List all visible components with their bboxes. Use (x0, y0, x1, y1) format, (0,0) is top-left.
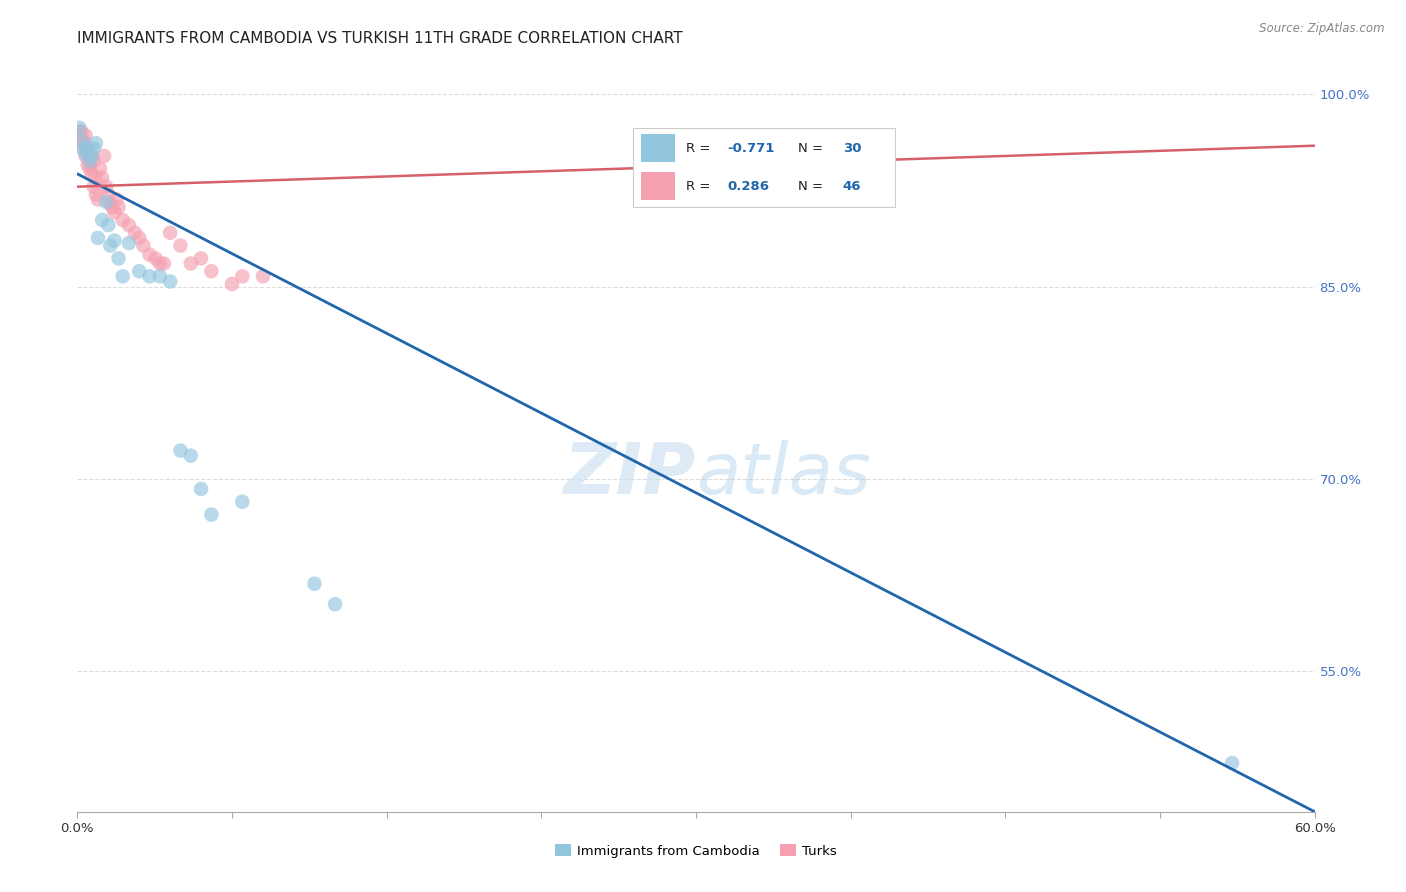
Point (128, 231, 150, 245)
Point (84, 136, 107, 150)
Point (79, 154, 101, 169)
Point (84, 170, 107, 185)
Point (70, 134, 93, 148)
Point (97, 187, 120, 202)
Point (231, 495, 253, 509)
Point (79, 154, 101, 169)
Text: 30: 30 (842, 142, 860, 154)
Point (96, 195, 118, 210)
Point (111, 269, 134, 284)
Point (252, 269, 274, 284)
Point (190, 482, 212, 496)
Point (87, 231, 110, 245)
Point (89, 161, 111, 176)
Point (67, 125, 90, 139)
Point (75, 149, 97, 163)
Point (67, 120, 90, 135)
Point (149, 256, 172, 270)
Point (80, 149, 103, 163)
Point (79, 161, 101, 176)
Point (111, 213, 134, 227)
Point (138, 269, 160, 284)
Point (128, 264, 150, 278)
Point (76, 158, 98, 172)
Point (149, 269, 172, 284)
Point (91, 213, 114, 227)
Point (221, 277, 243, 291)
Point (138, 247, 160, 261)
Point (75, 146, 97, 161)
Point (91, 170, 114, 185)
Point (83, 179, 105, 194)
Point (97, 218, 120, 232)
Point (70, 125, 93, 139)
Point (84, 187, 107, 202)
Legend: Immigrants from Cambodia, Turks: Immigrants from Cambodia, Turks (555, 844, 837, 857)
Text: Source: ZipAtlas.com: Source: ZipAtlas.com (1260, 22, 1385, 36)
Text: R =: R = (686, 179, 714, 193)
Point (180, 449, 202, 463)
Point (83, 154, 105, 169)
Text: 0.286: 0.286 (727, 179, 769, 193)
Text: N =: N = (799, 142, 827, 154)
Point (67, 128, 90, 143)
Point (304, 576, 326, 591)
Point (231, 269, 253, 284)
Point (118, 235, 141, 250)
Point (80, 167, 103, 181)
Point (70, 134, 93, 148)
Point (93, 149, 115, 163)
Text: N =: N = (799, 179, 827, 193)
Point (72, 141, 94, 155)
Point (323, 597, 346, 611)
Point (145, 252, 167, 266)
Text: IMMIGRANTS FROM CAMBODIA VS TURKISH 11TH GRADE CORRELATION CHART: IMMIGRANTS FROM CAMBODIA VS TURKISH 11TH… (77, 31, 683, 46)
Point (180, 256, 202, 270)
Point (96, 179, 118, 194)
Point (200, 264, 222, 278)
Point (75, 128, 97, 143)
Point (169, 443, 191, 458)
Point (83, 141, 105, 155)
Bar (641, 172, 675, 201)
Point (153, 256, 176, 270)
Point (80, 149, 103, 163)
Point (76, 141, 98, 155)
Point (101, 200, 124, 214)
Bar (641, 134, 675, 162)
Point (169, 238, 191, 252)
Point (190, 252, 212, 266)
Point (200, 508, 222, 522)
Point (132, 238, 155, 252)
Point (98, 238, 121, 252)
Point (118, 218, 141, 232)
Point (87, 193, 110, 207)
Text: ZIP: ZIP (564, 440, 696, 509)
Text: 46: 46 (842, 179, 860, 193)
Point (72, 134, 94, 148)
Point (105, 193, 128, 207)
Point (1220, 756, 1243, 770)
Point (103, 234, 125, 248)
Point (76, 141, 98, 155)
Point (103, 205, 125, 219)
Point (107, 252, 129, 266)
Text: -0.771: -0.771 (727, 142, 775, 154)
Point (72, 143, 94, 157)
Point (98, 196, 121, 211)
Text: R =: R = (686, 142, 714, 154)
Point (159, 275, 181, 289)
Point (124, 226, 146, 240)
Text: atlas: atlas (696, 440, 870, 509)
Point (107, 200, 129, 214)
Point (159, 226, 181, 240)
